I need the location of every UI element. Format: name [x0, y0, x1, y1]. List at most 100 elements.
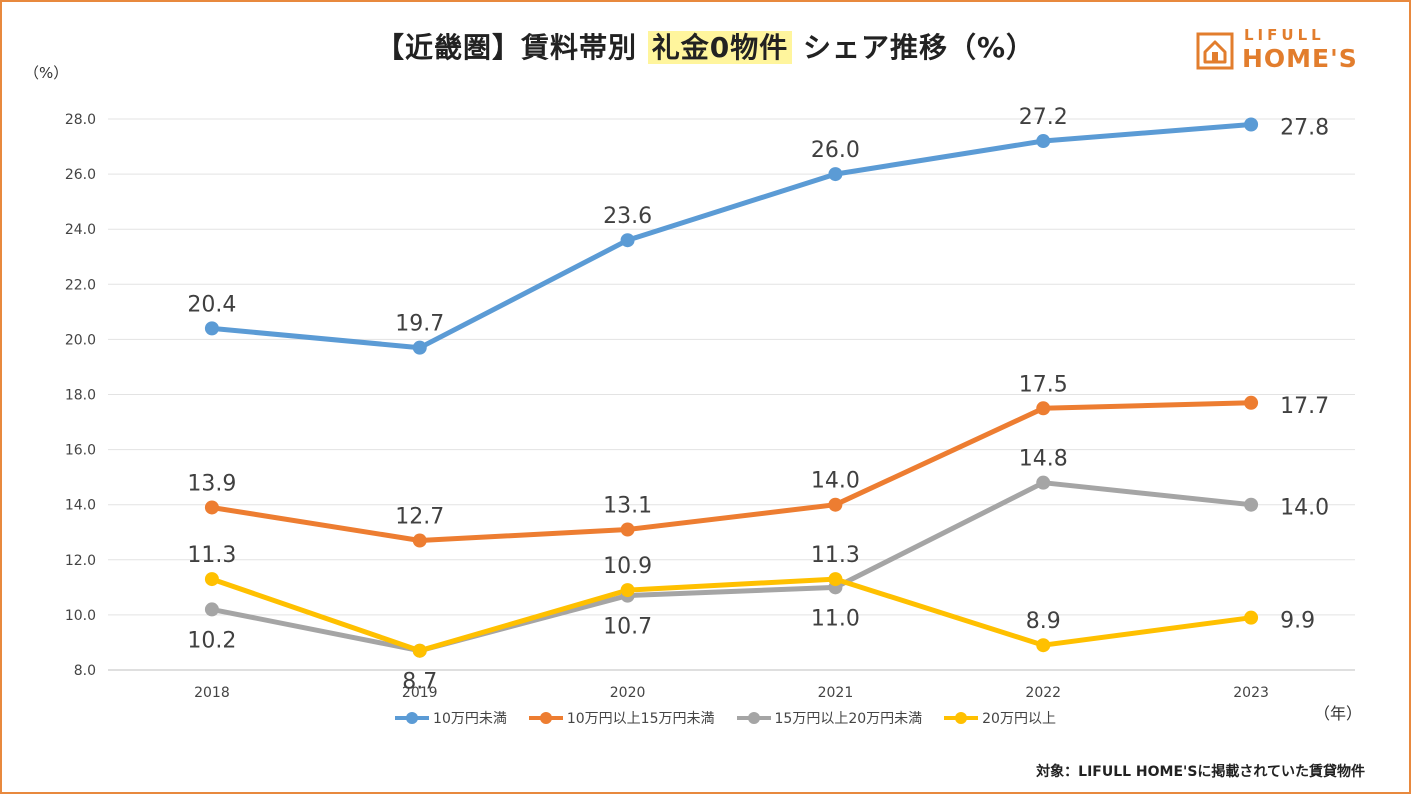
- y-tick-label: 20.0: [65, 332, 96, 348]
- y-tick-label: 26.0: [65, 167, 96, 183]
- legend-swatch: [528, 712, 563, 724]
- data-label: 17.7: [1280, 394, 1329, 419]
- title-highlight: 礼金0物件: [647, 31, 793, 64]
- logo-line2: HOME'S: [1242, 44, 1358, 73]
- data-point: [828, 497, 843, 512]
- x-tick-label: 2018: [194, 685, 230, 701]
- data-label: 10.2: [187, 628, 236, 653]
- y-tick-label: 10.0: [65, 608, 96, 624]
- x-tick-label: 2019: [402, 685, 438, 701]
- data-label: 20.4: [187, 292, 236, 317]
- y-tick-label: 12.0: [65, 553, 96, 569]
- data-point: [620, 522, 635, 537]
- data-label: 19.7: [395, 312, 444, 337]
- legend-swatch-marker: [955, 712, 968, 724]
- data-label: 27.8: [1280, 116, 1329, 141]
- legend-label: 10万円以上15万円未満: [566, 711, 715, 727]
- y-tick-label: 14.0: [65, 498, 96, 514]
- lifull-homes-logo: LIFULL HOME'S: [1196, 26, 1376, 74]
- data-point: [620, 233, 635, 248]
- data-label: 17.5: [1019, 372, 1068, 397]
- data-point: [412, 533, 427, 548]
- x-axis-title: （年）: [1314, 704, 1363, 723]
- y-tick-label: 16.0: [65, 443, 96, 459]
- title-suffix: シェア推移（%）: [792, 31, 1036, 64]
- legend-item: 10万円未満: [395, 708, 507, 728]
- x-tick-labels: 2018 2019 2020 2021 2022 2023: [194, 685, 1269, 701]
- x-tick-label: 2020: [610, 685, 646, 701]
- legend-item: 15万円以上20万円未満: [736, 708, 923, 728]
- data-point: [1244, 395, 1259, 410]
- data-point: [1036, 638, 1051, 653]
- source-note: 対象：LIFULL HOME'Sに掲載されていた賃貸物件: [1036, 764, 1365, 780]
- data-label: 9.9: [1280, 609, 1315, 634]
- legend-swatch-marker: [747, 712, 760, 724]
- data-label: 27.2: [1019, 105, 1068, 130]
- data-point: [620, 583, 635, 598]
- y-tick-label: 28.0: [65, 112, 96, 128]
- legend-swatch: [736, 712, 771, 724]
- data-point: [828, 167, 843, 182]
- data-label: 10.7: [603, 615, 652, 640]
- data-label: 13.9: [187, 471, 236, 496]
- legend-swatch: [944, 712, 979, 724]
- series-line: [209, 122, 1254, 351]
- data-label: 13.1: [603, 493, 652, 518]
- x-tick-label: 2021: [818, 685, 854, 701]
- data-point: [412, 340, 427, 355]
- data-point: [204, 602, 219, 617]
- series-line: [209, 480, 1254, 654]
- legend-swatch: [395, 712, 430, 724]
- series-points: [204, 117, 1259, 658]
- data-point: [1036, 475, 1051, 490]
- data-label: 23.6: [603, 204, 652, 229]
- y-axis-title: （%）: [24, 64, 69, 82]
- legend-label: 15万円以上20万円未満: [774, 711, 923, 727]
- data-label: 12.7: [395, 505, 444, 530]
- legend-swatch-marker: [539, 712, 552, 724]
- data-point: [204, 572, 219, 587]
- data-labels: 20.4 19.7 23.6 26.0 27.2 27.8 13.9 12.7 13.1 14.0…: [187, 105, 1329, 695]
- y-tick-label: 22.0: [65, 277, 96, 293]
- x-tick-label: 2022: [1025, 685, 1061, 701]
- title-prefix: 【近畿圏】賃料帯別: [375, 31, 648, 64]
- data-label: 10.9: [603, 554, 652, 579]
- house-icon: [1196, 32, 1234, 70]
- x-tick-label: 2023: [1233, 685, 1269, 701]
- legend-swatch-marker: [406, 712, 419, 724]
- data-label: 14.0: [1280, 496, 1329, 521]
- data-label: 11.3: [187, 543, 236, 568]
- data-point: [1036, 134, 1051, 149]
- chart-legend: 10万円未満 10万円以上15万円未満 15万円以上20万円未満 20万円以上: [0, 708, 1411, 728]
- data-point: [1244, 610, 1259, 625]
- legend-item: 20万円以上: [944, 708, 1056, 728]
- data-label: 8.9: [1026, 609, 1061, 634]
- legend-label: 20万円以上: [982, 711, 1056, 727]
- logo-line1: LIFULL: [1244, 26, 1325, 44]
- data-label: 14.8: [1019, 447, 1068, 472]
- series-line: [209, 576, 1254, 654]
- data-point: [204, 321, 219, 336]
- y-tick-label: 18.0: [65, 388, 96, 404]
- y-tick-label: 24.0: [65, 222, 96, 238]
- data-point: [204, 500, 219, 515]
- gridlines: [108, 118, 1355, 671]
- data-label: 14.0: [811, 469, 860, 494]
- legend-label: 10万円未満: [433, 711, 507, 727]
- chart-title: 【近畿圏】賃料帯別 礼金0物件 シェア推移（%）: [0, 26, 1411, 66]
- data-point: [1036, 401, 1051, 416]
- data-point: [1244, 497, 1259, 512]
- legend-item: 10万円以上15万円未満: [528, 708, 715, 728]
- data-point: [828, 572, 843, 587]
- data-label: 26.0: [811, 138, 860, 163]
- y-tick-label: 8.0: [74, 663, 96, 679]
- data-point: [1244, 117, 1259, 132]
- y-tick-labels: 8.0 10.0 12.0 14.0 16.0 18.0 20.0 22.0 24.0 26.0 2…: [65, 112, 96, 679]
- series-line: [209, 400, 1254, 543]
- data-point: [412, 643, 427, 658]
- data-label: 11.0: [811, 606, 860, 631]
- series-lines: [209, 122, 1254, 654]
- data-label: 11.3: [811, 543, 860, 568]
- data-label: 8.7: [402, 670, 437, 695]
